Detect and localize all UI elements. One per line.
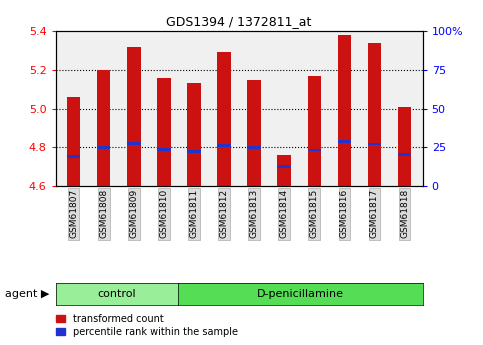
Bar <box>398 154 412 156</box>
Bar <box>398 107 412 186</box>
Text: agent ▶: agent ▶ <box>5 289 49 299</box>
Bar <box>368 43 381 186</box>
Bar <box>217 144 231 147</box>
Bar <box>97 70 111 186</box>
Title: GDS1394 / 1372811_at: GDS1394 / 1372811_at <box>167 16 312 29</box>
Bar <box>338 140 351 143</box>
Bar <box>277 155 291 186</box>
Bar <box>247 80 261 186</box>
Text: D-penicillamine: D-penicillamine <box>257 289 344 299</box>
Bar <box>157 78 170 186</box>
Bar <box>187 150 201 153</box>
Bar <box>127 47 141 186</box>
Bar <box>217 52 231 186</box>
Bar <box>368 142 381 146</box>
Bar <box>247 146 261 149</box>
Bar <box>308 76 321 186</box>
Bar <box>338 35 351 186</box>
Bar <box>127 142 141 145</box>
Bar <box>187 83 201 186</box>
Bar <box>67 97 80 186</box>
Bar <box>67 155 80 158</box>
Bar <box>157 148 170 151</box>
Bar <box>308 149 321 151</box>
Bar <box>97 146 111 149</box>
Text: control: control <box>98 289 136 299</box>
Legend: transformed count, percentile rank within the sample: transformed count, percentile rank withi… <box>56 314 238 337</box>
Bar <box>277 166 291 168</box>
